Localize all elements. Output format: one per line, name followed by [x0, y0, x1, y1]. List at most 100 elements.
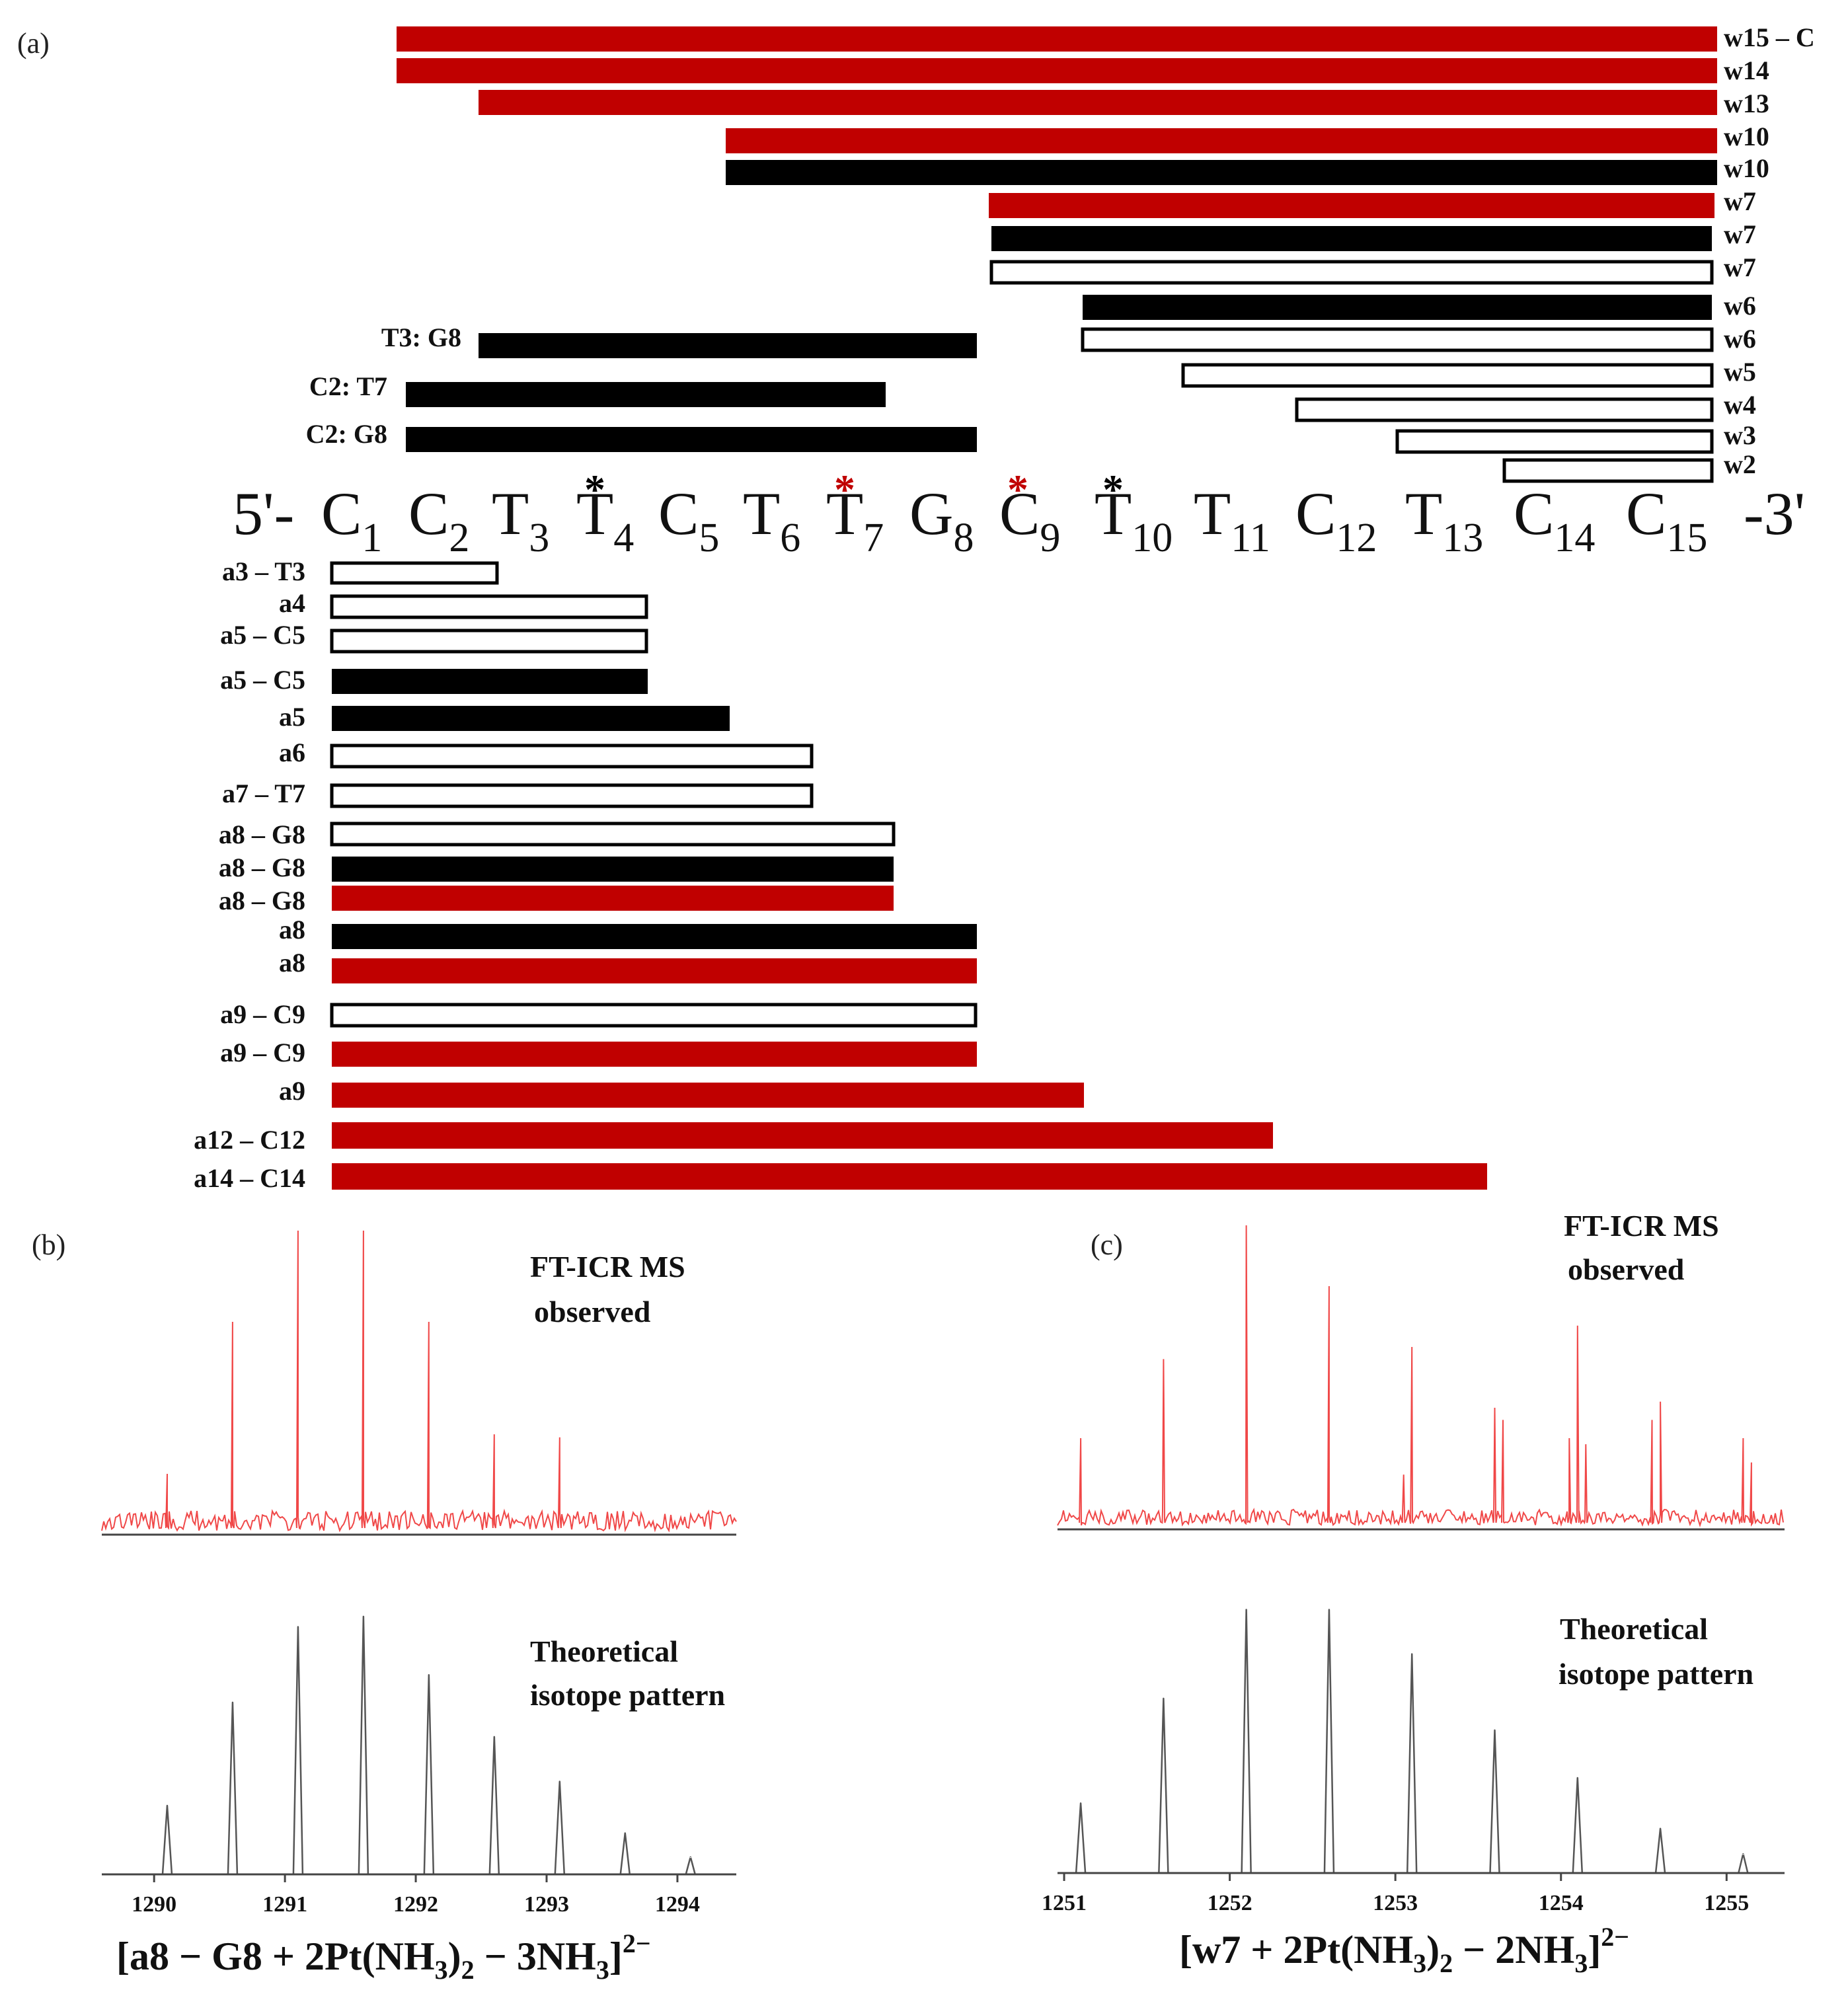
modification-star: *: [1007, 466, 1028, 513]
panel-b-label: (b): [32, 1229, 65, 1261]
a-fragment-label: a14 – C14: [194, 1163, 305, 1193]
theoretical-peak: [1241, 1609, 1252, 1874]
modification-star: *: [834, 466, 855, 513]
theoretical-peak: [1406, 1653, 1418, 1874]
fragment-map-panel: (a) w15 – Cw14w13w10w10w7w7w7w6w6w5w4w3w…: [17, 22, 1815, 1193]
spectrum-plot-c: 1251 1252 1253 1254 1255: [1042, 1225, 1785, 1915]
a-fragment-label: a9 – C9: [220, 999, 305, 1029]
sequence-base: T13: [1405, 480, 1483, 560]
internal-fragment-bar: [406, 382, 886, 407]
theoretical-peak: [1323, 1609, 1335, 1874]
base-letter: T: [576, 480, 613, 547]
w-fragment-bar: [726, 128, 1717, 153]
theoretical-peak: [1572, 1777, 1584, 1874]
a-fragment-bar: [332, 706, 730, 731]
internal-fragment-label: C2: G8: [306, 419, 387, 449]
base-position: 13: [1442, 516, 1483, 560]
sequence-base: T10: [1095, 480, 1173, 560]
sequence-base: C15: [1626, 480, 1707, 560]
sequence-base: C9: [999, 480, 1060, 560]
panel-c-label: (c): [1091, 1229, 1123, 1261]
internal-fragment-label: C2: T7: [309, 371, 387, 401]
theoretical-peak: [1075, 1802, 1087, 1874]
theoretical-peak: [619, 1832, 631, 1875]
w-fragment-label: w7: [1724, 219, 1756, 249]
a-fragment-bar: [330, 561, 499, 585]
a-fragment-label: a8: [279, 948, 305, 977]
base-position: 2: [449, 516, 469, 560]
a-fragment-label: a9: [279, 1076, 305, 1106]
a-fragment-bar: [330, 744, 814, 769]
a-fragment-label: a8: [279, 915, 305, 944]
x-tick-label: 1255: [1704, 1891, 1749, 1915]
sequence-base: C12: [1295, 480, 1377, 560]
sequence-base: T7: [826, 480, 884, 560]
w-fragment-label: w6: [1724, 291, 1756, 321]
a-fragment-bar: [332, 958, 977, 983]
theoretical-peak: [358, 1615, 369, 1875]
base-letter: T: [1194, 480, 1231, 547]
base-letter: T: [1405, 480, 1442, 547]
a-fragment-bar: [332, 886, 894, 911]
modification-star: *: [584, 466, 605, 513]
a-fragment-bar: [330, 822, 896, 847]
a-fragment-label: a5 – C5: [220, 665, 305, 695]
theoretical-peak: [1489, 1729, 1500, 1874]
theory-label-line2: isotope pattern: [530, 1678, 725, 1712]
formula-c: [w7 + 2Pt(NH3)2 − 2NH3]2−: [1179, 1922, 1629, 1978]
w-fragment-label: w4: [1724, 390, 1756, 420]
base-position: 5: [699, 516, 719, 560]
theoretical-peak: [1654, 1827, 1666, 1874]
formula-b: [a8 − G8 + 2Pt(NH3)2 − 3NH3]2−: [116, 1929, 651, 1985]
a-fragment-label: a8 – G8: [219, 820, 305, 849]
observed-spectrum-line: [101, 1230, 737, 1533]
base-letter: G: [909, 480, 953, 547]
x-tick-label: 1251: [1042, 1891, 1087, 1915]
w-fragment-bar: [989, 260, 1714, 285]
base-letter: T: [492, 480, 529, 547]
base-position: 6: [780, 516, 800, 560]
w-fragment-label: w10: [1724, 122, 1769, 151]
w-fragment-label: w13: [1724, 89, 1769, 118]
base-letter: T: [743, 480, 780, 547]
x-tick-label: 1253: [1373, 1891, 1418, 1915]
w-fragment-label: w10: [1724, 153, 1769, 183]
w-fragment-bar: [726, 160, 1717, 185]
sequence-base: T4: [576, 480, 634, 560]
a-fragment-bar: [332, 1122, 1273, 1149]
x-tick-label: 1254: [1539, 1891, 1584, 1915]
base-letter: C: [321, 480, 362, 547]
w-fragment-bar: [1181, 363, 1714, 388]
w-fragment-label: w15 – C: [1724, 22, 1815, 52]
sequence-prefix: 5'-: [233, 480, 294, 547]
oligonucleotide-sequence: 5'- C1 C2 T3 T4* C5 T6 T7* G8 C9* T10* T11 C12 T13 C14…: [233, 466, 1805, 560]
base-position: 11: [1231, 516, 1270, 560]
x-tick-label: 1292: [393, 1892, 438, 1917]
base-letter: C: [658, 480, 699, 547]
a-fragment-label: a8 – G8: [219, 886, 305, 915]
base-position: 10: [1132, 516, 1173, 560]
w-fragment-bar: [991, 226, 1712, 251]
base-position: 14: [1554, 516, 1595, 560]
base-position: 9: [1040, 516, 1060, 560]
theory-label-line2: isotope pattern: [1559, 1657, 1753, 1691]
w-fragment-bar: [479, 90, 1717, 115]
theoretical-peak: [292, 1626, 304, 1875]
a-fragment-label: a8 – G8: [219, 853, 305, 882]
sequence-base: C14: [1514, 480, 1595, 560]
base-position: 3: [529, 516, 549, 560]
observed-label-line2: observed: [534, 1295, 651, 1328]
observed-label-line2: observed: [1568, 1252, 1685, 1286]
internal-fragment-bar: [406, 427, 977, 452]
a-fragment-bar: [330, 783, 814, 808]
sequence-base: C2: [408, 480, 469, 560]
a-fragment-label: a12 – C12: [194, 1125, 305, 1155]
w-fragment-bar: [1081, 327, 1714, 352]
internal-fragment-bar: [479, 333, 977, 358]
a-fragment-bar: [332, 1163, 1487, 1190]
w-fragment-bar: [397, 58, 1717, 83]
w-fragment-bar: [1395, 429, 1714, 454]
theoretical-peak: [1738, 1853, 1749, 1874]
